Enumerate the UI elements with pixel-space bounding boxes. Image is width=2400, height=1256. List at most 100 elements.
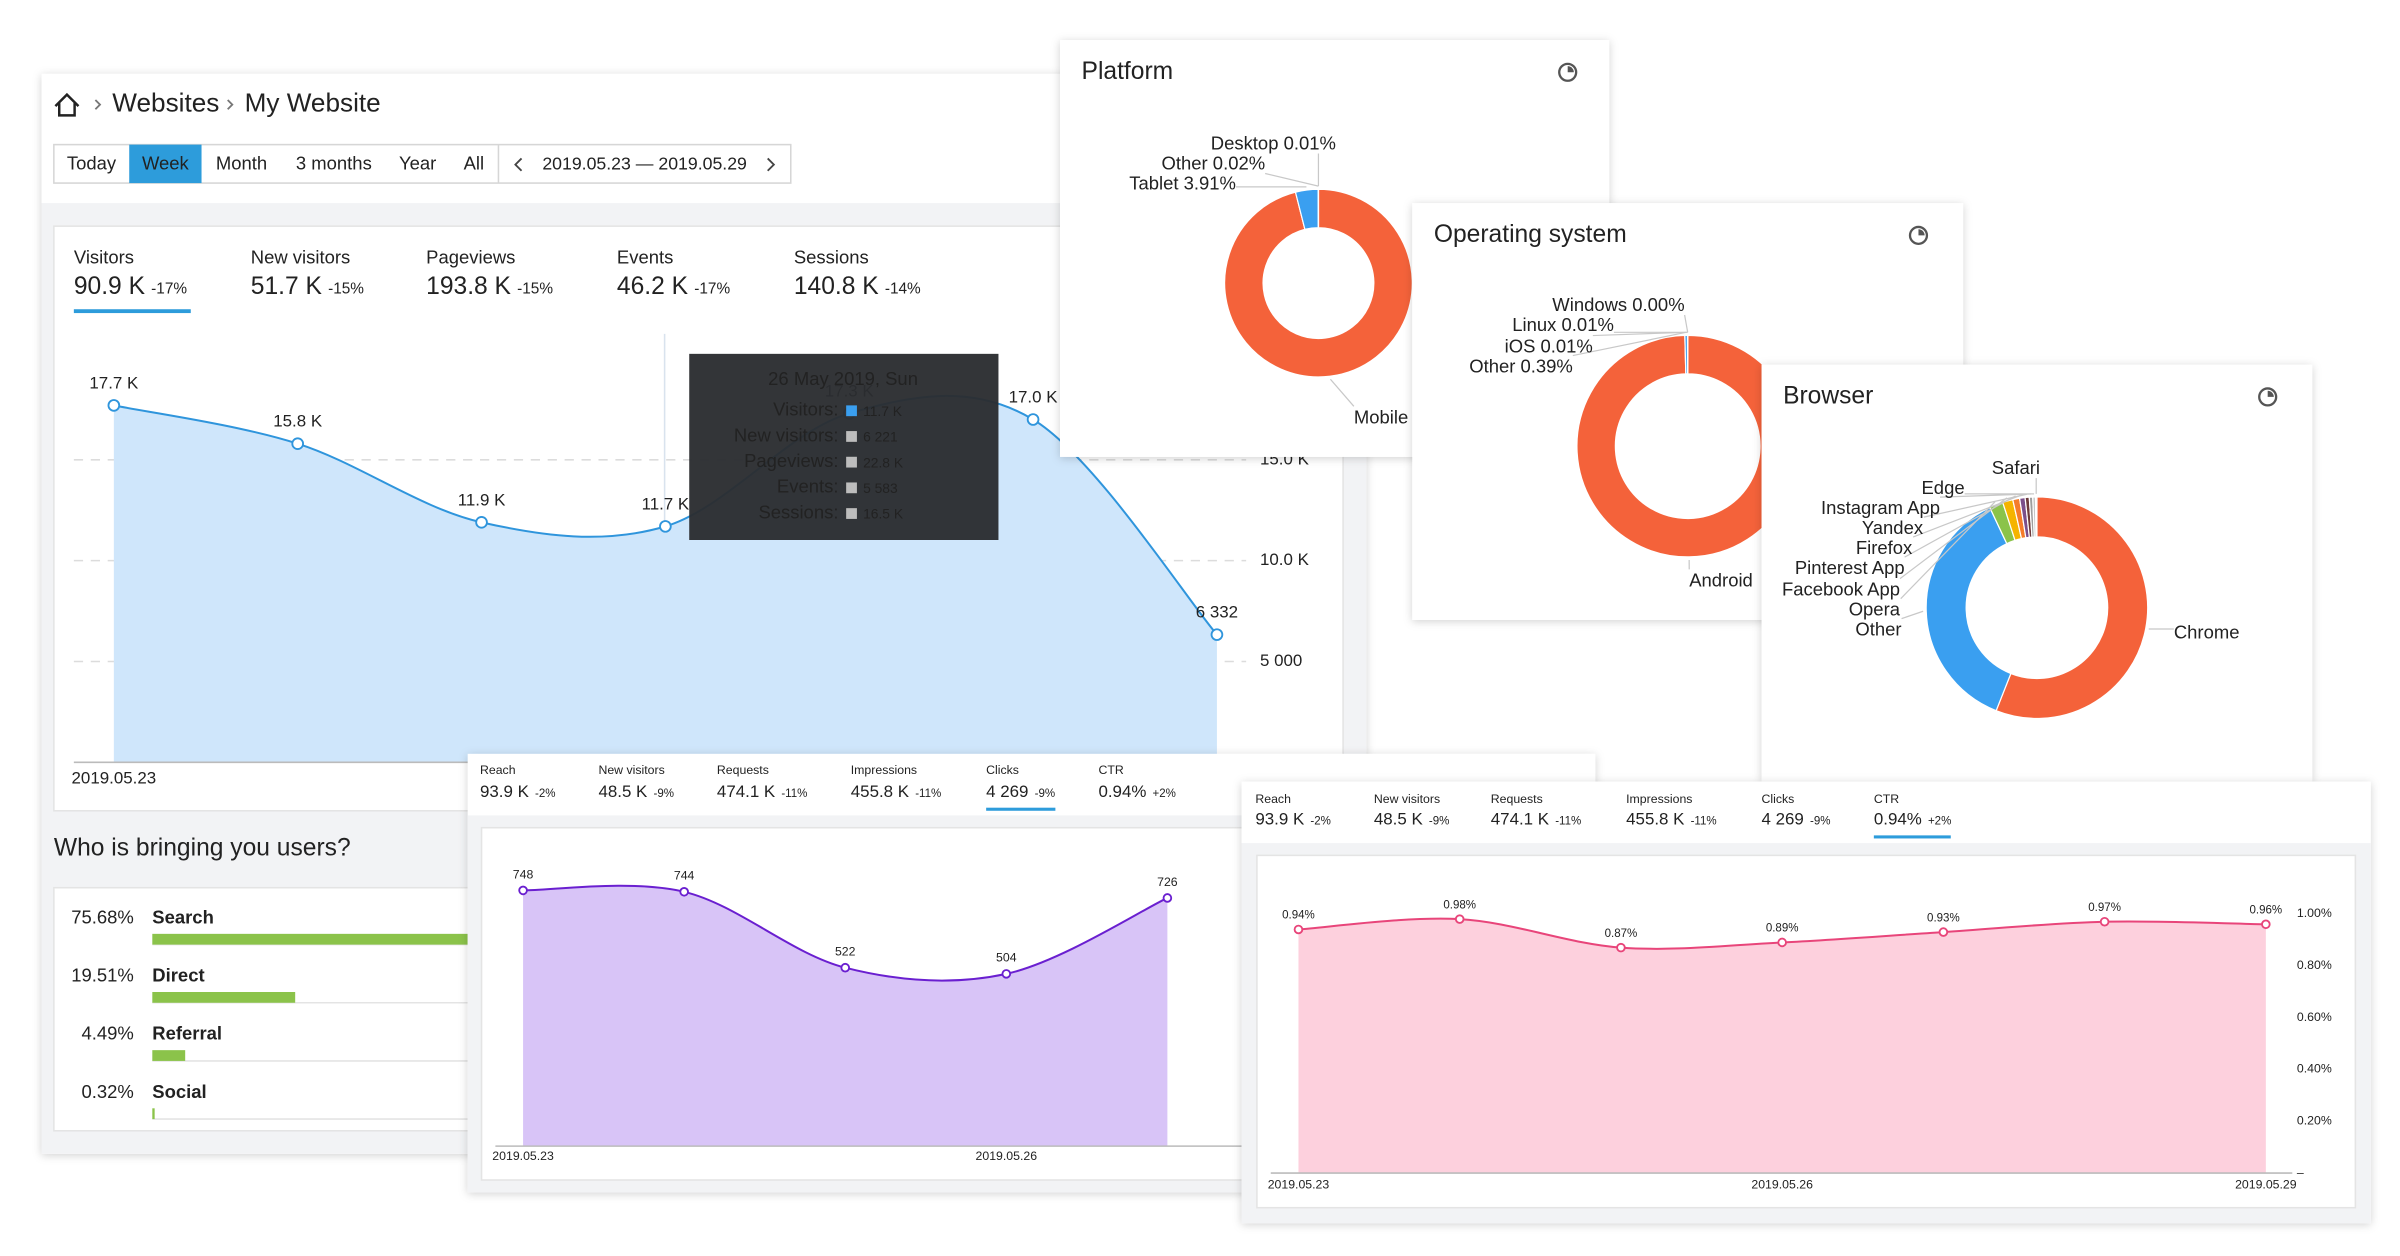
period-button[interactable]: Today bbox=[67, 152, 117, 173]
breadcrumb[interactable]: Websites bbox=[112, 88, 219, 118]
metric-change: -17% bbox=[694, 280, 730, 297]
y-tick-label: 0.20% bbox=[2297, 1113, 2332, 1127]
donut-label: Instagram App bbox=[1821, 497, 1940, 518]
value-label: 0.89% bbox=[1766, 923, 1799, 935]
point bbox=[291, 437, 305, 451]
date-arrow[interactable] bbox=[514, 157, 776, 172]
metric-label: Events bbox=[617, 246, 673, 267]
refresh-icon[interactable] bbox=[1558, 62, 1578, 82]
refresh-icon[interactable] bbox=[1908, 225, 1929, 245]
donut-segment bbox=[1995, 496, 2149, 720]
value-label: 522 bbox=[835, 945, 856, 959]
donut-label: Other 0.02% bbox=[1162, 152, 1266, 173]
metric-label: Sessions bbox=[794, 246, 869, 267]
panel-title: Browser bbox=[1783, 382, 1873, 409]
value-label: 0.97% bbox=[2088, 902, 2121, 914]
tooltip-value: 6 221 bbox=[863, 429, 898, 445]
value-label: 0.96% bbox=[2250, 905, 2283, 917]
tooltip-value: 16.5 K bbox=[863, 506, 904, 522]
section-title: Who is bringing you users? bbox=[54, 835, 351, 862]
donut-label: Yandex bbox=[1862, 517, 1924, 538]
metric-label: New visitors bbox=[251, 246, 350, 267]
ctr-panel: Reach 93.9 K -2% New visitors 48.5 K -9% Reque… bbox=[1241, 781, 2371, 1224]
leader-line bbox=[1899, 497, 2008, 580]
leader-line bbox=[1923, 493, 2028, 518]
point bbox=[1777, 937, 1787, 948]
metric-change: +2% bbox=[1153, 788, 1176, 800]
leader-line bbox=[1572, 331, 1687, 357]
donut-label: Desktop 0.01% bbox=[1211, 132, 1336, 153]
metric-value: 48.5 K bbox=[1374, 809, 1424, 828]
metric-value: 0.94% bbox=[1874, 809, 1922, 828]
source-percent: 19.51% bbox=[71, 964, 134, 985]
tooltip-label: Visitors: bbox=[773, 399, 838, 420]
value-label: 0.94% bbox=[1282, 910, 1315, 922]
x-tick-label: 2019.05.29 bbox=[2235, 1178, 2297, 1192]
panel-title: Platform bbox=[1082, 58, 1174, 85]
leader-line bbox=[1684, 314, 1689, 333]
tooltip-value: 11.7 K bbox=[863, 403, 903, 419]
y-tick-label: 5 000 bbox=[1260, 651, 1302, 670]
period-button[interactable]: Week bbox=[142, 152, 190, 173]
metric-label: Requests bbox=[717, 763, 769, 777]
point bbox=[1616, 942, 1626, 953]
bar bbox=[152, 1050, 186, 1061]
leader-line bbox=[1939, 493, 2031, 498]
metric-change: -17% bbox=[151, 280, 187, 297]
y-tick-label: 0.40% bbox=[2297, 1062, 2332, 1076]
value-label: 0.98% bbox=[1443, 899, 1476, 911]
metric-change: -11% bbox=[1555, 816, 1581, 828]
tooltip-swatch bbox=[846, 508, 857, 519]
point bbox=[475, 516, 488, 529]
tooltip-swatch bbox=[846, 482, 857, 494]
leader-line bbox=[1265, 172, 1319, 187]
metric-label: Impressions bbox=[1626, 792, 1692, 806]
metric-label: New visitors bbox=[598, 763, 664, 777]
metric-label: New visitors bbox=[1374, 792, 1440, 806]
x-tick-label: 2019.05.26 bbox=[1751, 1178, 1813, 1192]
point bbox=[2099, 916, 2110, 927]
source-percent: 4.49% bbox=[82, 1023, 134, 1044]
period-button[interactable]: Month bbox=[216, 152, 267, 173]
metric-label: Visitors bbox=[74, 246, 134, 267]
metric-value: 4 269 bbox=[986, 782, 1028, 801]
bar bbox=[152, 1108, 155, 1120]
value-label: 11.9 K bbox=[458, 490, 506, 509]
refresh-icon[interactable] bbox=[2258, 387, 2278, 407]
metric-change: -11% bbox=[915, 788, 941, 800]
source-name: Referral bbox=[152, 1023, 222, 1044]
metric-underline bbox=[986, 807, 1056, 811]
tooltip-swatch bbox=[846, 456, 857, 468]
metric-value: 140.8 K bbox=[794, 273, 879, 300]
period-button[interactable]: All bbox=[464, 152, 485, 173]
point bbox=[518, 885, 528, 896]
point bbox=[1001, 969, 1012, 979]
donut-label: Linux 0.01% bbox=[1512, 314, 1614, 335]
period-button[interactable]: 3 months bbox=[296, 152, 372, 173]
area bbox=[523, 885, 1168, 1147]
metric-value: 93.9 K bbox=[1255, 809, 1305, 828]
x-tick-label: 2019.05.23 bbox=[1268, 1178, 1330, 1192]
donut-label: Tablet 3.91% bbox=[1129, 172, 1236, 193]
metric-underline bbox=[1873, 835, 1951, 839]
donut-label: Facebook App bbox=[1782, 579, 1900, 600]
metric-change: -11% bbox=[1691, 816, 1717, 828]
metric-value: 193.8 K bbox=[426, 273, 511, 300]
home-icon[interactable] bbox=[54, 92, 80, 117]
y-tick-label: 1.00% bbox=[2297, 906, 2332, 920]
tooltip bbox=[689, 353, 999, 540]
donut-label: Edge bbox=[1922, 477, 1965, 498]
point bbox=[1162, 893, 1173, 903]
metric-label: Requests bbox=[1491, 792, 1543, 806]
tooltip-label: Events: bbox=[777, 476, 839, 497]
y-tick-label: 10.0 K bbox=[1260, 550, 1310, 569]
metric-change: -9% bbox=[654, 788, 674, 800]
metric-value: 474.1 K bbox=[1491, 809, 1550, 828]
tooltip-label: New visitors: bbox=[734, 424, 839, 445]
period-button[interactable]: Year bbox=[399, 152, 436, 173]
y-tick-label: – bbox=[2297, 1165, 2304, 1179]
donut-segment bbox=[1925, 506, 2012, 712]
donut-label: Firefox bbox=[1856, 537, 1913, 558]
metric-label: Clicks bbox=[1762, 792, 1795, 806]
